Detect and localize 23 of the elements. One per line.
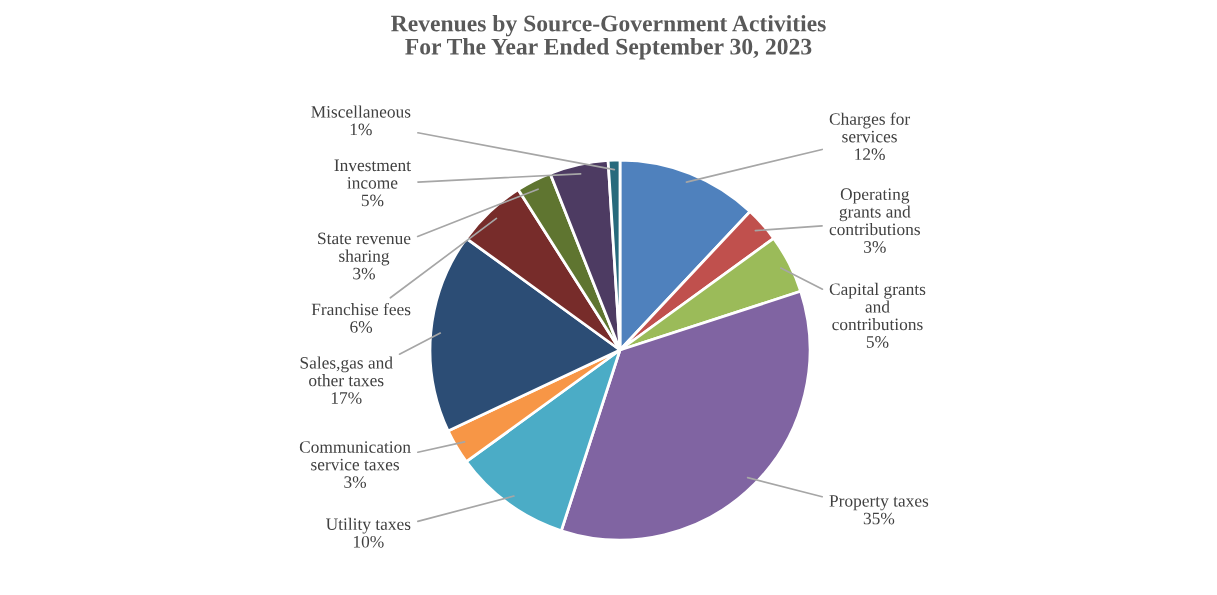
slice-label: Sales,gas and other taxes <box>300 356 393 387</box>
data-label: 5% <box>866 336 889 348</box>
slice-label: Investment income <box>334 159 411 189</box>
data-label: 12% <box>855 148 885 161</box>
data-label: 3% <box>344 476 367 489</box>
data-label: 1% <box>350 123 372 136</box>
slice-label: Franchise fees <box>311 302 411 316</box>
data-label: 5% <box>361 194 384 207</box>
data-label: 6% <box>350 321 373 333</box>
data-label: 3% <box>353 267 375 280</box>
slice-label: Utility taxes <box>326 517 411 534</box>
data-label: 3% <box>864 241 886 253</box>
slice-label: Capital grants and contributions <box>829 282 926 331</box>
chart-title: Revenues by Source-Government Activities For The Year Ended September 30, 2023 <box>391 14 826 60</box>
slice-label: Property taxes <box>829 495 929 511</box>
data-label: 35% <box>863 512 895 525</box>
slice-label: Communication service taxes <box>299 441 411 471</box>
data-label: 17% <box>331 392 362 404</box>
data-label: 10% <box>353 535 384 548</box>
slice-label: State revenue sharing <box>318 232 411 266</box>
slice-label: Miscellaneous <box>311 105 411 118</box>
slice-label: Operating grants and contributions <box>829 188 920 236</box>
slice-label: Charges for services <box>829 112 911 143</box>
